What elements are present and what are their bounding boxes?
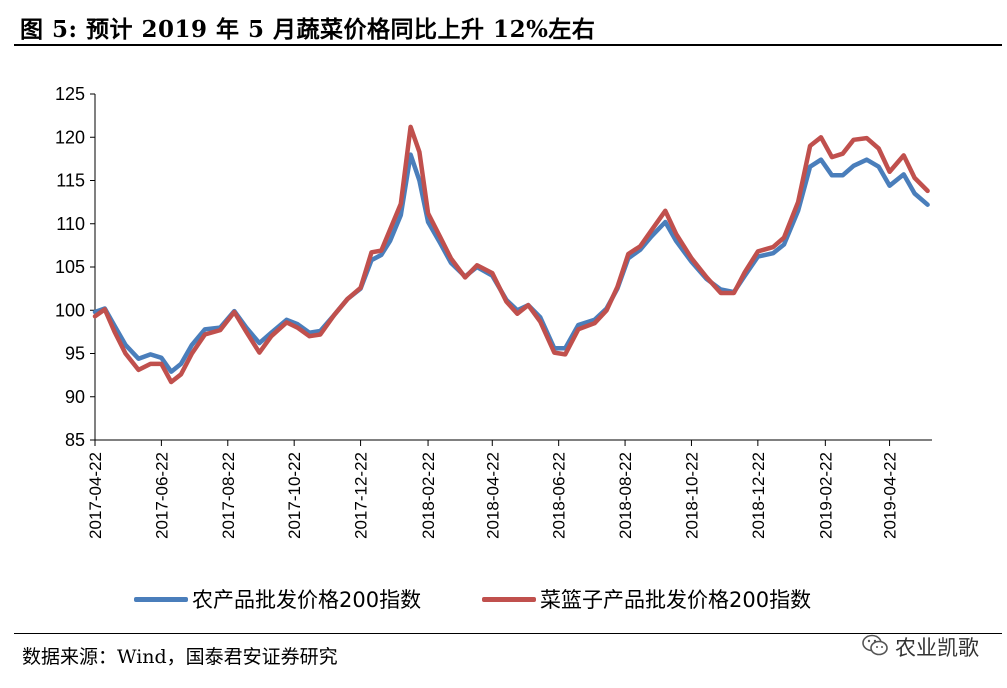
line-chart: 85 90 95 100 105 110 115 120 125 2017-04-22 2017-0… <box>55 84 932 539</box>
x-tick-label: 2018-04-22 <box>483 452 502 539</box>
chart-area: 85 90 95 100 105 110 115 120 125 2017-04-22 2017-0… <box>0 50 1007 630</box>
x-tick-label: 2018-08-22 <box>616 452 635 539</box>
y-tick-label: 85 <box>65 430 85 450</box>
legend-swatch-basket <box>482 596 536 602</box>
y-tick-label: 125 <box>55 84 85 104</box>
x-tick-label: 2017-12-22 <box>352 452 371 539</box>
legend-label-agri: 农产品批发价格200指数 <box>192 588 422 612</box>
legend: 农产品批发价格200指数 菜篮子产品批发价格200指数 <box>0 580 1007 614</box>
legend-item-basket-index: 菜篮子产品批发价格200指数 <box>482 584 811 614</box>
x-tick-label: 2017-04-22 <box>86 452 105 539</box>
x-tick-label: 2019-04-22 <box>881 452 900 539</box>
watermark-text: 农业凯歌 <box>895 636 979 660</box>
wechat-icon <box>861 633 889 662</box>
chart-title: 图 5: 预计 2019 年 5 月蔬菜价格同比上升 12%左右 <box>20 16 596 43</box>
x-tick-label: 2018-06-22 <box>550 452 569 539</box>
y-tick-label: 105 <box>55 257 85 277</box>
legend-swatch-agri <box>134 596 188 602</box>
x-tick-label: 2017-08-22 <box>219 452 238 539</box>
y-tick-label: 90 <box>65 387 85 407</box>
y-tick-label: 95 <box>65 344 85 364</box>
y-tick-label: 100 <box>55 300 85 320</box>
watermark: 农业凯歌 <box>861 632 979 662</box>
legend-label-basket: 菜篮子产品批发价格200指数 <box>540 588 812 612</box>
x-tick-label: 2019-02-22 <box>816 452 835 539</box>
legend-item-agri-index: 农产品批发价格200指数 <box>134 584 421 614</box>
x-tick-label: 2017-10-22 <box>285 452 304 539</box>
x-tick-label: 2018-02-22 <box>419 452 438 539</box>
y-tick-label: 110 <box>56 214 85 234</box>
y-tick-label: 120 <box>55 127 85 147</box>
bottom-divider <box>14 633 1002 634</box>
x-tick-label: 2018-10-22 <box>682 452 701 539</box>
source-note: 数据来源：Wind，国泰君安证券研究 <box>22 646 338 668</box>
x-tick-label: 2018-12-22 <box>749 452 768 539</box>
series-line-1 <box>92 124 930 385</box>
y-tick-label: 115 <box>56 171 85 191</box>
top-divider <box>14 44 1002 46</box>
x-tick-label: 2017-06-22 <box>152 452 171 539</box>
